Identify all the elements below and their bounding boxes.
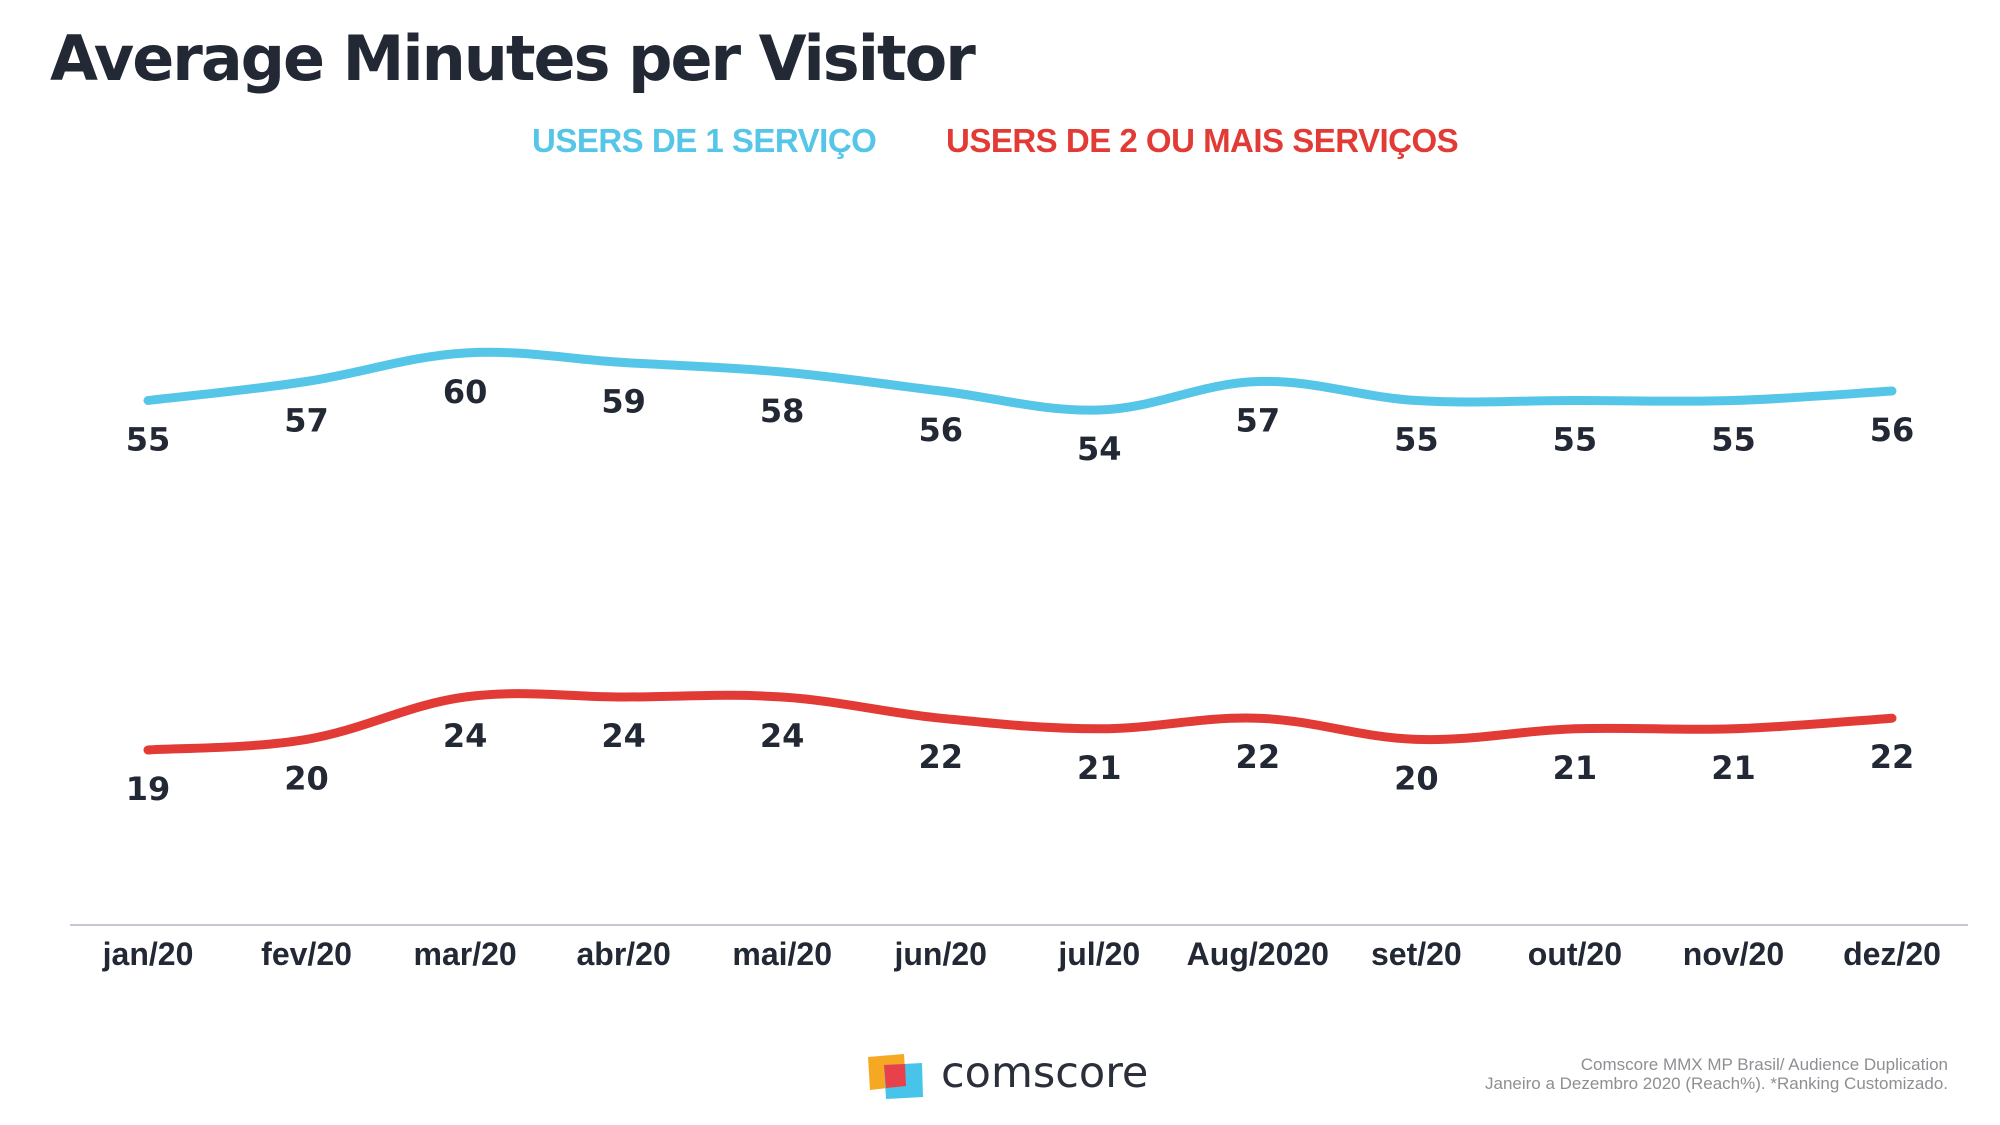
data-label-s1-1: 55 — [126, 421, 171, 459]
data-label-s1-12: 56 — [1870, 411, 1915, 449]
source-line-2: Janeiro a Dezembro 2020 (Reach%). *Ranki… — [1484, 1074, 1948, 1093]
data-label-s1-11: 55 — [1711, 421, 1756, 459]
x-tick-label: Aug/2020 — [1187, 936, 1329, 972]
comscore-logo: comscore — [866, 1048, 1166, 1102]
data-label-s2-5: 24 — [760, 717, 805, 755]
x-tick-label: jun/20 — [893, 936, 986, 972]
data-label-s1-8: 57 — [1236, 402, 1281, 440]
source-note: Comscore MMX MP Brasil/ Audience Duplica… — [1485, 1055, 1948, 1093]
data-label-s2-11: 21 — [1711, 749, 1756, 787]
data-label-s1-3: 60 — [443, 373, 488, 411]
data-label-s2-9: 20 — [1394, 759, 1439, 797]
data-label-s2-12: 22 — [1870, 738, 1915, 776]
data-label-s1-9: 55 — [1394, 421, 1439, 459]
comscore-logo-text: comscore — [941, 1048, 1149, 1098]
data-label-s1-2: 57 — [284, 402, 329, 440]
x-tick-label: jan/20 — [102, 936, 194, 972]
data-label-s1-5: 58 — [760, 392, 805, 430]
data-label-s2-10: 21 — [1553, 749, 1598, 787]
series-line-2 — [143, 689, 1897, 755]
x-tick-label: nov/20 — [1683, 936, 1784, 972]
x-tick-label: set/20 — [1371, 936, 1462, 972]
data-label-s2-8: 22 — [1236, 738, 1281, 776]
data-label-s2-4: 24 — [601, 717, 646, 755]
data-label-s2-3: 24 — [443, 717, 488, 755]
legend-item-series-1: USERS DE 1 SERVIÇO — [532, 122, 877, 159]
data-label-s1-4: 59 — [601, 383, 646, 421]
legend-item-series-2: USERS DE 2 OU MAIS SERVIÇOS — [946, 122, 1459, 159]
data-label-s2-1: 19 — [126, 770, 171, 808]
x-tick-label: abr/20 — [576, 936, 670, 972]
x-tick-label: out/20 — [1528, 936, 1622, 972]
data-label-s2-6: 22 — [918, 738, 963, 776]
chart-legend: USERS DE 1 SERVIÇO USERS DE 2 OU MAIS SE… — [0, 122, 2000, 170]
data-label-s2-2: 20 — [284, 759, 329, 797]
data-label-s1-7: 54 — [1077, 430, 1122, 468]
x-tick-label: fev/20 — [261, 936, 352, 972]
data-label-s1-10: 55 — [1553, 421, 1598, 459]
data-label-s1-6: 56 — [918, 411, 963, 449]
data-label-s2-7: 21 — [1077, 749, 1122, 787]
x-tick-label: mai/20 — [732, 936, 832, 972]
source-line-1: Comscore MMX MP Brasil/ Audience Duplica… — [1580, 1055, 1948, 1074]
comscore-logo-icon — [868, 1054, 923, 1099]
x-tick-label: jul/20 — [1057, 936, 1140, 972]
series-line-1 — [143, 347, 1897, 415]
chart-title: Average Minutes per Visitor — [50, 22, 976, 95]
x-tick-label: dez/20 — [1843, 936, 1941, 972]
x-tick-label: mar/20 — [413, 936, 516, 972]
